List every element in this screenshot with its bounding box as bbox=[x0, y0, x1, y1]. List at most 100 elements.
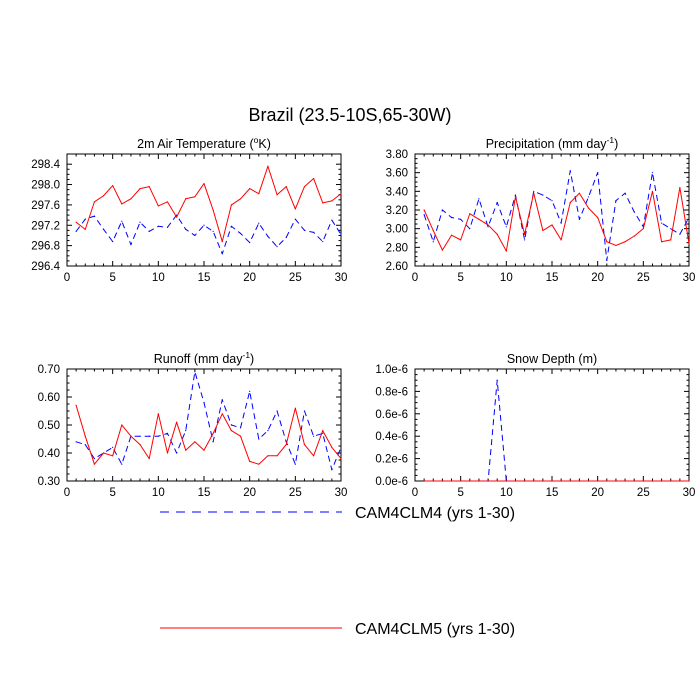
data-point-cam4clm4 bbox=[84, 218, 86, 220]
data-point-cam4clm4 bbox=[239, 232, 242, 235]
data-point-cam4clm4 bbox=[176, 214, 178, 216]
data-point-cam4clm5 bbox=[230, 430, 232, 432]
data-point-cam4clm5 bbox=[661, 480, 663, 482]
data-point-cam4clm5 bbox=[322, 430, 324, 432]
data-point-cam4clm4 bbox=[313, 435, 315, 437]
data-point-cam4clm5 bbox=[469, 480, 471, 482]
data-point-cam4clm4 bbox=[606, 259, 608, 261]
data-point-cam4clm4 bbox=[294, 218, 296, 220]
data-point-cam4clm5 bbox=[587, 207, 590, 209]
data-point-cam4clm5 bbox=[340, 458, 342, 460]
data-point-cam4clm5 bbox=[212, 432, 214, 434]
data-point-cam4clm5 bbox=[514, 480, 517, 482]
data-point-cam4clm5 bbox=[185, 198, 187, 200]
x-tick-label: 10 bbox=[152, 487, 165, 499]
data-point-cam4clm4 bbox=[221, 399, 223, 401]
data-point-cam4clm4 bbox=[121, 463, 123, 465]
data-point-cam4clm5 bbox=[176, 421, 178, 423]
x-tick-label: 10 bbox=[152, 272, 165, 284]
data-point-cam4clm5 bbox=[194, 196, 196, 198]
data-point-cam4clm4 bbox=[258, 222, 260, 224]
data-point-cam4clm5 bbox=[221, 240, 223, 243]
data-point-cam4clm4 bbox=[75, 441, 77, 443]
data-point-cam4clm4 bbox=[331, 219, 333, 221]
data-point-cam4clm5 bbox=[670, 239, 672, 241]
data-point-cam4clm4 bbox=[569, 170, 571, 172]
data-point-cam4clm5 bbox=[569, 201, 571, 204]
data-point-cam4clm5 bbox=[112, 455, 114, 457]
x-tick-label: 20 bbox=[243, 272, 256, 284]
data-point-cam4clm5 bbox=[578, 480, 581, 482]
panel-title: Precipitation (mm day-1) bbox=[486, 135, 619, 151]
data-point-cam4clm4 bbox=[267, 430, 269, 432]
data-point-cam4clm5 bbox=[624, 480, 626, 482]
data-point-cam4clm5 bbox=[423, 480, 425, 482]
data-point-cam4clm5 bbox=[176, 216, 178, 218]
data-point-cam4clm5 bbox=[258, 193, 260, 195]
panel-title-tail: K) bbox=[258, 137, 271, 151]
x-tick-label: 30 bbox=[683, 487, 696, 499]
data-point-cam4clm5 bbox=[432, 229, 434, 232]
y-tick-label: 0.4e-6 bbox=[375, 431, 408, 443]
data-point-cam4clm5 bbox=[267, 165, 269, 167]
data-point-cam4clm5 bbox=[239, 198, 242, 200]
legend: CAM4CLM4 (yrs 1-30) CAM4CLM5 (yrs 1-30) bbox=[160, 505, 515, 638]
data-point-cam4clm4 bbox=[157, 225, 159, 227]
data-point-cam4clm5 bbox=[496, 480, 498, 482]
data-point-cam4clm5 bbox=[139, 188, 141, 190]
data-point-cam4clm4 bbox=[185, 430, 187, 432]
data-point-cam4clm4 bbox=[505, 226, 507, 228]
x-tick-label: 5 bbox=[457, 272, 463, 284]
data-point-cam4clm4 bbox=[185, 228, 187, 230]
data-point-cam4clm5 bbox=[597, 480, 599, 482]
legend-label-1: CAM4CLM4 (yrs 1-30) bbox=[355, 505, 515, 522]
data-point-cam4clm5 bbox=[551, 480, 553, 482]
data-point-cam4clm4 bbox=[331, 469, 333, 471]
data-point-cam4clm5 bbox=[478, 218, 480, 220]
data-point-cam4clm5 bbox=[102, 195, 105, 197]
data-point-cam4clm4 bbox=[551, 200, 553, 202]
data-point-cam4clm4 bbox=[322, 432, 324, 434]
data-point-cam4clm5 bbox=[651, 190, 654, 192]
data-point-cam4clm5 bbox=[679, 480, 681, 482]
data-point-cam4clm5 bbox=[478, 480, 480, 482]
data-point-cam4clm5 bbox=[313, 455, 315, 457]
data-point-cam4clm5 bbox=[322, 202, 324, 204]
data-point-cam4clm5 bbox=[84, 228, 86, 230]
data-point-cam4clm4 bbox=[615, 200, 617, 202]
data-point-cam4clm5 bbox=[487, 224, 489, 226]
y-tick-label: 0.6e-6 bbox=[375, 409, 408, 421]
data-point-cam4clm5 bbox=[615, 244, 617, 247]
data-point-cam4clm5 bbox=[185, 449, 187, 451]
data-point-cam4clm5 bbox=[130, 198, 132, 200]
data-point-cam4clm5 bbox=[84, 435, 86, 437]
y-tick-label: 298.0 bbox=[31, 180, 60, 192]
data-point-cam4clm5 bbox=[651, 480, 654, 482]
data-point-cam4clm5 bbox=[679, 187, 681, 189]
data-point-cam4clm5 bbox=[597, 216, 599, 219]
data-point-cam4clm5 bbox=[285, 185, 287, 188]
data-point-cam4clm5 bbox=[688, 243, 690, 245]
series-line-cam4clm4 bbox=[75, 371, 342, 471]
data-point-cam4clm4 bbox=[487, 226, 489, 228]
data-point-cam4clm4 bbox=[661, 222, 663, 224]
data-point-cam4clm4 bbox=[194, 234, 196, 237]
data-point-cam4clm5 bbox=[157, 205, 159, 207]
data-point-cam4clm5 bbox=[496, 233, 498, 235]
data-point-cam4clm5 bbox=[230, 204, 232, 206]
data-point-cam4clm4 bbox=[157, 435, 159, 437]
y-tick-label: 1.0e-6 bbox=[375, 364, 408, 376]
y-tick-label: 3.40 bbox=[386, 186, 408, 198]
data-point-cam4clm4 bbox=[496, 201, 498, 204]
chart-panel-3: Runoff (mm day-1) 0 5 10 15 20 25 30 0.30 0.40 0.5… bbox=[38, 350, 348, 499]
data-point-cam4clm4 bbox=[258, 438, 260, 440]
data-point-cam4clm5 bbox=[102, 452, 105, 454]
data-point-cam4clm4 bbox=[166, 432, 169, 434]
y-tick-label: 0.50 bbox=[38, 420, 60, 432]
data-point-cam4clm5 bbox=[267, 455, 269, 457]
data-point-cam4clm4 bbox=[560, 222, 562, 224]
data-point-cam4clm4 bbox=[276, 246, 278, 248]
series-line-cam4clm4 bbox=[75, 214, 342, 255]
data-point-cam4clm5 bbox=[450, 480, 453, 482]
data-point-cam4clm5 bbox=[249, 460, 251, 462]
